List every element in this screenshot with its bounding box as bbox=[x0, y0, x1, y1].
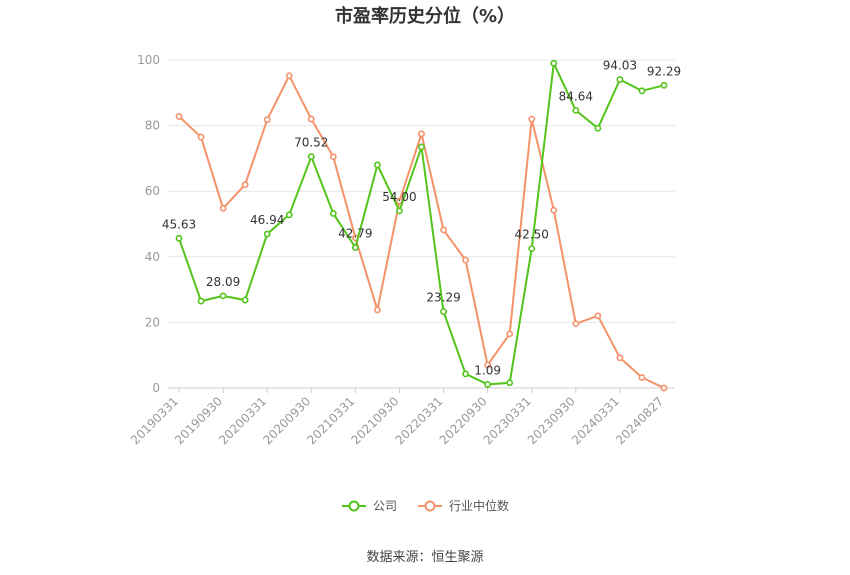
data-point bbox=[440, 308, 447, 316]
data-point bbox=[307, 115, 315, 123]
legend-item-industry-median[interactable]: 行业中位数 bbox=[417, 497, 509, 514]
data-point bbox=[285, 211, 293, 219]
data-point bbox=[638, 87, 646, 95]
data-label: 70.52 bbox=[294, 136, 328, 150]
data-point bbox=[528, 115, 536, 123]
data-label: 92.29 bbox=[647, 64, 681, 78]
legend-label-company: 公司 bbox=[372, 499, 397, 513]
y-tick-label: 80 bbox=[145, 119, 160, 133]
data-point bbox=[550, 59, 558, 67]
data-point bbox=[440, 226, 447, 234]
data-point bbox=[616, 354, 624, 362]
data-point bbox=[638, 374, 646, 381]
data-point bbox=[374, 306, 381, 314]
data-point bbox=[550, 206, 558, 214]
data-label: 42.79 bbox=[338, 227, 372, 241]
data-point bbox=[241, 181, 249, 189]
source-note: 数据来源：恒生聚源 bbox=[366, 550, 484, 565]
data-label: 42.50 bbox=[515, 228, 549, 242]
data-point bbox=[219, 292, 227, 300]
data-point bbox=[418, 143, 425, 151]
data-point bbox=[528, 245, 536, 252]
data-point bbox=[329, 153, 337, 161]
data-point bbox=[175, 113, 183, 120]
data-point bbox=[197, 297, 205, 305]
data-point bbox=[307, 153, 315, 161]
data-point bbox=[572, 320, 580, 328]
legend-item-company[interactable]: 公司 bbox=[341, 497, 397, 514]
data-point bbox=[396, 207, 403, 215]
chart-title: 市盈率历史分位（%） bbox=[334, 6, 516, 27]
legend: 公司 行业中位数 bbox=[0, 497, 850, 514]
data-point bbox=[285, 72, 293, 80]
data-point bbox=[197, 133, 205, 141]
data-point bbox=[241, 296, 249, 304]
data-point bbox=[506, 379, 514, 387]
data-point bbox=[462, 370, 469, 378]
data-point bbox=[351, 244, 359, 252]
data-point bbox=[263, 116, 271, 124]
data-point bbox=[484, 381, 492, 388]
data-point bbox=[175, 234, 183, 242]
data-label: 1.09 bbox=[474, 363, 501, 377]
legend-marker-company bbox=[341, 500, 366, 511]
y-tick-label: 60 bbox=[145, 184, 160, 198]
data-point bbox=[263, 230, 271, 238]
data-point bbox=[660, 81, 668, 89]
data-label: 54.00 bbox=[382, 190, 416, 204]
data-label: 28.09 bbox=[206, 275, 240, 289]
data-point bbox=[616, 76, 624, 83]
y-tick-label: 20 bbox=[145, 315, 160, 329]
legend-marker-industry-median bbox=[418, 500, 442, 511]
data-point bbox=[572, 106, 580, 114]
data-point bbox=[594, 124, 602, 132]
data-label: 84.64 bbox=[559, 89, 593, 103]
data-point bbox=[418, 130, 425, 138]
data-label: 23.29 bbox=[426, 291, 460, 305]
data-label: 94.03 bbox=[603, 59, 637, 73]
y-tick-label: 100 bbox=[137, 53, 160, 67]
data-point bbox=[594, 312, 602, 320]
data-point bbox=[329, 210, 337, 217]
data-point bbox=[660, 384, 668, 392]
y-tick-label: 40 bbox=[145, 250, 160, 264]
legend-label-industry-median: 行业中位数 bbox=[449, 499, 510, 513]
data-point bbox=[462, 256, 469, 264]
data-label: 45.63 bbox=[162, 217, 196, 231]
y-tick-label: 0 bbox=[152, 381, 160, 395]
data-point bbox=[484, 361, 492, 369]
data-point bbox=[219, 204, 227, 212]
data-label: 46.94 bbox=[250, 213, 284, 227]
data-point bbox=[506, 330, 514, 338]
data-point bbox=[374, 161, 381, 169]
x-tick-label: 20240827 bbox=[613, 394, 666, 447]
